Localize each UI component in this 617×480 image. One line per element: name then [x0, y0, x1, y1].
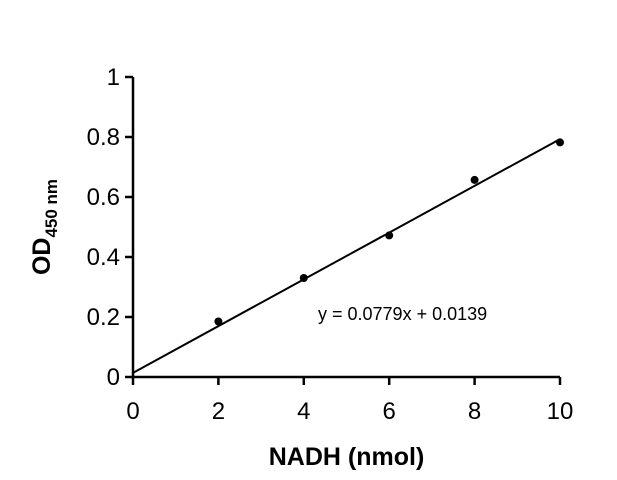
x-axis-title: NADH (nmol)	[269, 443, 425, 471]
y-tick-label: 0.6	[87, 184, 120, 211]
x-tick-label: 2	[212, 398, 225, 425]
y-tick-label: 0.2	[87, 304, 120, 331]
x-tick-label: 0	[126, 398, 139, 425]
y-ticks: 0 0.2 0.4 0.6 0.8 1	[87, 64, 133, 391]
y-tick-label: 0.8	[87, 124, 120, 151]
data-points	[214, 138, 564, 326]
x-tick-label: 10	[547, 398, 574, 425]
y-axis-title-main: OD	[28, 238, 56, 276]
data-point	[385, 231, 394, 240]
data-point	[299, 274, 308, 282]
axes: 0 2 4 6 8 10 0 0.2 0.4 0.6 0.8 1	[87, 64, 574, 425]
x-tick-label: 4	[297, 398, 310, 425]
x-tick-label: 6	[383, 398, 396, 425]
y-tick-label: 1	[107, 64, 120, 91]
y-tick-label: 0	[107, 364, 120, 391]
y-axis-title: OD450 nm	[28, 179, 61, 275]
trendline	[132, 138, 561, 374]
data-point	[470, 175, 479, 184]
data-point	[214, 317, 223, 326]
trendline-equation: y = 0.0779x + 0.0139	[318, 304, 487, 324]
x-tick-label: 8	[468, 398, 481, 425]
x-ticks: 0 2 4 6 8 10	[126, 377, 573, 425]
y-axis-title-subscript: 450 nm	[42, 179, 61, 238]
y-tick-label: 0.4	[87, 244, 120, 271]
data-point	[556, 138, 564, 147]
